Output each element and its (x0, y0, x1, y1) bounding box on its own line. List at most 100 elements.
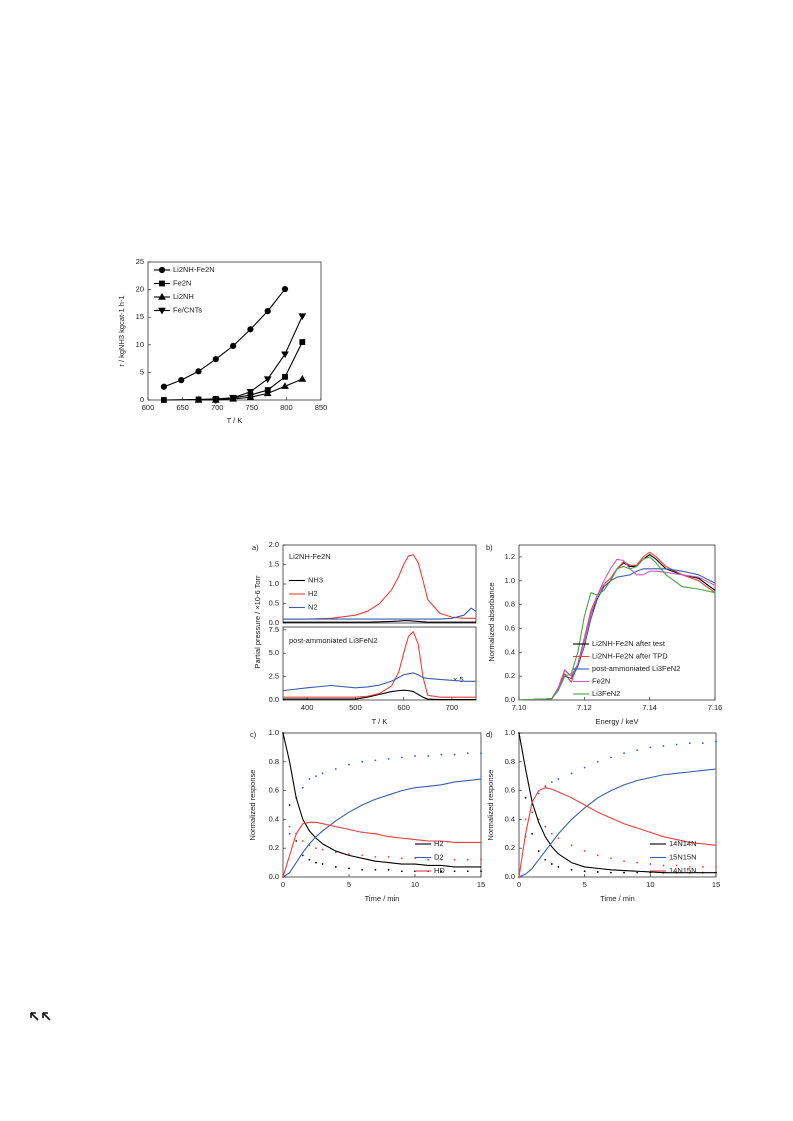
data-dot (544, 825, 547, 828)
data-dot (596, 871, 599, 873)
series-line (163, 288, 286, 388)
data-dot (583, 850, 586, 852)
data-dot (550, 781, 553, 783)
data-dot (308, 858, 311, 861)
data-dot (348, 853, 350, 855)
data-dot (715, 866, 717, 868)
data-dot (524, 818, 527, 821)
marker (281, 382, 289, 389)
marker (194, 395, 203, 403)
legend-label: Li2NH-Fe2N after test (592, 639, 666, 648)
series-line (518, 768, 717, 878)
x-tick-label: 850 (315, 403, 328, 412)
data-dot (321, 772, 324, 775)
arrow (30, 1012, 39, 1021)
x-axis-label: Energy / keV (596, 717, 639, 726)
panel-label: c) (250, 730, 257, 739)
marker (299, 339, 306, 345)
legend-label: post-ammoniated Li3FeN2 (592, 664, 680, 673)
y-tick-label: 0.8 (505, 757, 515, 766)
data-dot (301, 854, 304, 857)
data-dot (315, 861, 317, 864)
legend-label: Li2NH (173, 292, 194, 301)
legend-label: N2 (308, 602, 318, 611)
legend-label: Fe2N (173, 278, 191, 287)
data-dot (414, 755, 416, 757)
legend-label: 15N15N (669, 852, 697, 861)
data-dot (610, 857, 612, 860)
y-tick-label: 0.0 (505, 695, 515, 704)
y-tick-label: 0.6 (269, 786, 279, 795)
marker (264, 308, 271, 315)
marker (263, 376, 272, 384)
data-dot (649, 746, 652, 749)
data-dot (570, 772, 573, 775)
data-dot (544, 785, 547, 788)
marker (178, 377, 185, 384)
series-line (518, 787, 717, 878)
data-dot (557, 837, 560, 840)
data-dot (374, 759, 377, 762)
y-tick-label: 5.0 (269, 648, 279, 657)
data-dot (334, 866, 337, 868)
data-dot (688, 866, 691, 868)
series-line (282, 732, 481, 868)
x-tick-label: 7.12 (577, 703, 592, 712)
x-tick-label: 500 (349, 703, 362, 712)
legend-label: 14N15N (669, 866, 697, 875)
data-dot (308, 778, 311, 780)
y-tick-label: 5 (140, 367, 144, 376)
legend-label: H2 (308, 589, 318, 598)
panel-label: b) (486, 543, 493, 552)
legend-label: 14N14N (669, 839, 697, 848)
marker (298, 375, 307, 382)
data-dot (537, 850, 540, 852)
data-dot (301, 840, 304, 842)
marker (195, 368, 202, 375)
data-dot (688, 742, 691, 744)
data-dot (623, 871, 625, 874)
data-dot (537, 792, 540, 795)
data-dot (531, 832, 534, 835)
data-dot (400, 870, 403, 873)
data-dot (636, 749, 639, 752)
legend-label: HD (434, 866, 445, 875)
data-dot (361, 868, 364, 871)
y-tick-label: 2.5 (269, 672, 279, 681)
marker (246, 393, 255, 400)
data-dot (715, 740, 717, 743)
x-axis-label: Time / min (365, 894, 400, 903)
x-tick-label: 7.14 (642, 703, 657, 712)
marker (212, 356, 219, 363)
legend-label: Fe2N (592, 676, 610, 685)
data-dot (348, 867, 350, 870)
data-dot (557, 866, 560, 868)
data-dot (557, 778, 560, 780)
data-dot (583, 870, 586, 873)
marker (230, 342, 237, 350)
y-axis-label: Partial pressure / ×10-6 Torr (253, 575, 262, 669)
series-line (282, 778, 482, 878)
data-dot (466, 752, 469, 755)
y-axis-label: Normalized response (248, 770, 257, 841)
y-tick-label: 0.4 (269, 814, 279, 823)
data-dot (453, 753, 456, 756)
x-tick-label: 10 (411, 880, 419, 889)
legend-label: Li2NH-Fe2N (173, 265, 215, 274)
data-dot (387, 855, 390, 858)
data-dot (583, 766, 586, 769)
y-tick-label: 0.8 (505, 600, 515, 609)
y-tick-label: 2.0 (269, 540, 279, 549)
data-dot (374, 868, 377, 871)
data-dot (480, 870, 482, 873)
nav-arrows-icon (30, 1012, 51, 1021)
panel-label: a) (252, 543, 259, 552)
data-dot (361, 854, 364, 857)
chart: 0 5 10 15 0.0 0.2 0.4 0.6 0.8 1.0 Time / min Normal… (248, 728, 485, 903)
x-tick-label: 700 (211, 403, 224, 412)
data-dot (480, 752, 482, 755)
annotation: post-ammoniated Li3FeN2 (289, 636, 377, 645)
series-line (283, 689, 476, 701)
y-tick-label: 0.0 (269, 618, 279, 627)
